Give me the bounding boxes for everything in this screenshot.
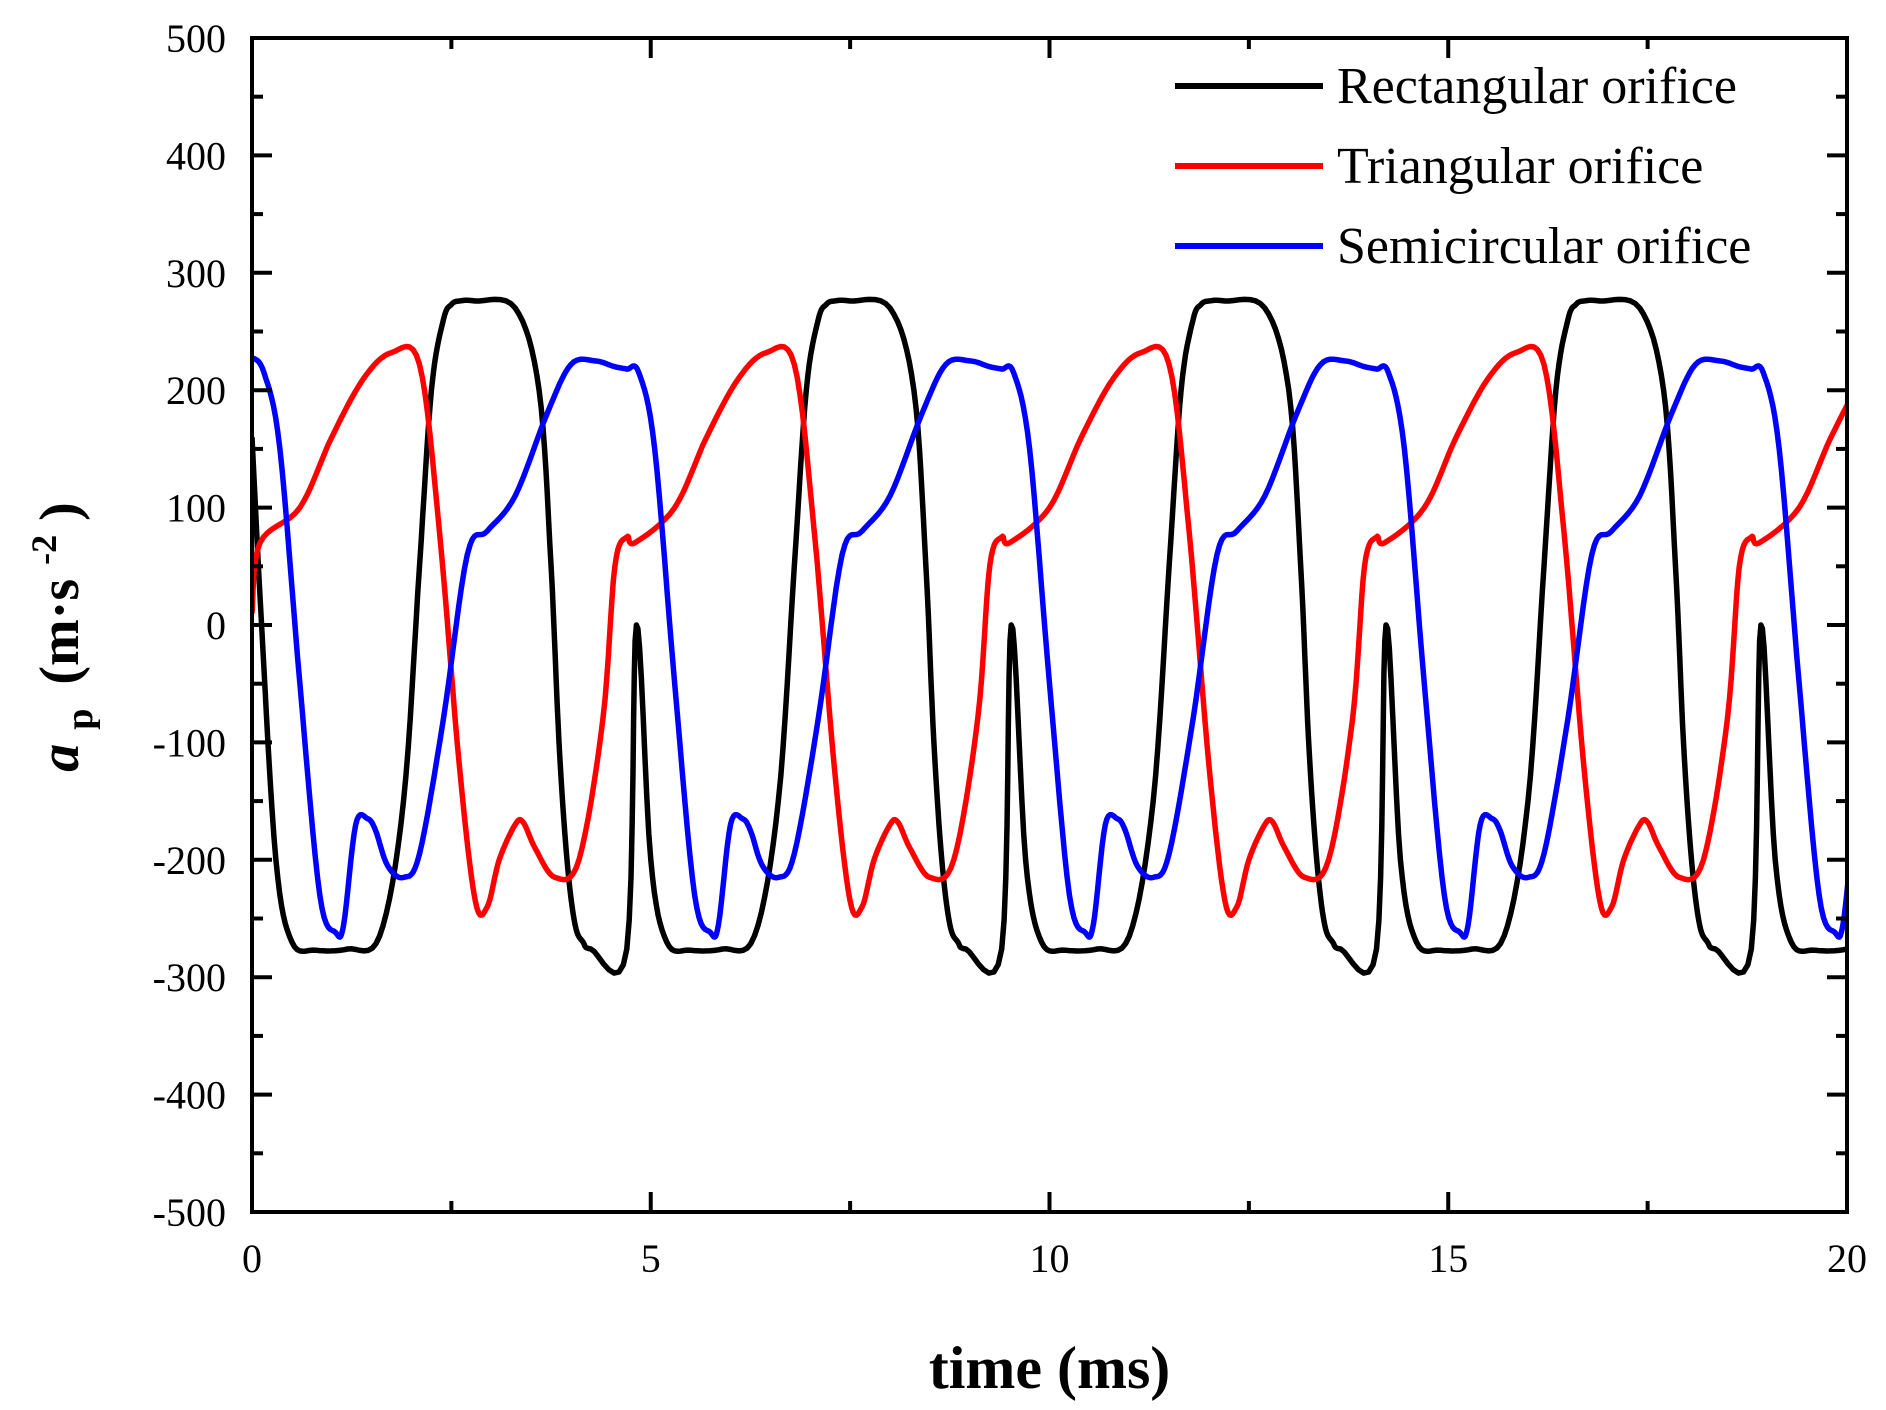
y-axis-label-close: ) <box>29 502 91 521</box>
y-tick-label: -500 <box>153 1190 226 1235</box>
y-tick-label: 100 <box>166 486 226 531</box>
y-axis-label: a p (m·s -2 ) <box>7 502 105 772</box>
legend-label: Triangular orifice <box>1337 138 1703 195</box>
x-tick-label: 20 <box>1827 1236 1867 1281</box>
series-line-semicircular-orifice <box>252 355 1847 940</box>
legend: Rectangular orifice Triangular orifice Sem… <box>1175 58 1751 275</box>
x-tick-label: 10 <box>1030 1236 1070 1281</box>
y-axis-label-subscript: p <box>59 709 101 730</box>
y-tick-label: 200 <box>166 368 226 413</box>
y-tick-label: -300 <box>153 955 226 1000</box>
y-axis-label-symbol: a <box>29 744 91 772</box>
series-line-rectangular-orifice <box>252 296 1847 976</box>
axis-ticks <box>250 36 1849 1214</box>
legend-label: Rectangular orifice <box>1337 58 1737 115</box>
x-tick-label: 15 <box>1428 1236 1468 1281</box>
y-tick-label: -100 <box>153 720 226 765</box>
x-tick-label: 5 <box>641 1236 661 1281</box>
x-tick-label: 0 <box>242 1236 262 1281</box>
y-axis-label-unit: (m·s <box>29 579 91 685</box>
y-tick-label: -200 <box>153 838 226 883</box>
y-tick-label: 400 <box>166 133 226 178</box>
legend-label: Semicircular orifice <box>1337 218 1751 275</box>
y-tick-label: 500 <box>166 16 226 61</box>
y-tick-label: -400 <box>153 1073 226 1118</box>
y-axis-label-exponent: -2 <box>24 535 64 565</box>
series-layer <box>252 296 1847 976</box>
plot-frame <box>250 36 1849 1214</box>
axis-tick-labels: 0 5 10 15 20 -500 -400 -300 -200 -100 0 100 200 300 40… <box>153 16 1867 1281</box>
series-line-triangular-orifice <box>252 343 1847 918</box>
y-tick-label: 300 <box>166 251 226 296</box>
y-tick-label: 0 <box>206 603 226 648</box>
x-axis-label: time (ms) <box>929 1335 1171 1401</box>
